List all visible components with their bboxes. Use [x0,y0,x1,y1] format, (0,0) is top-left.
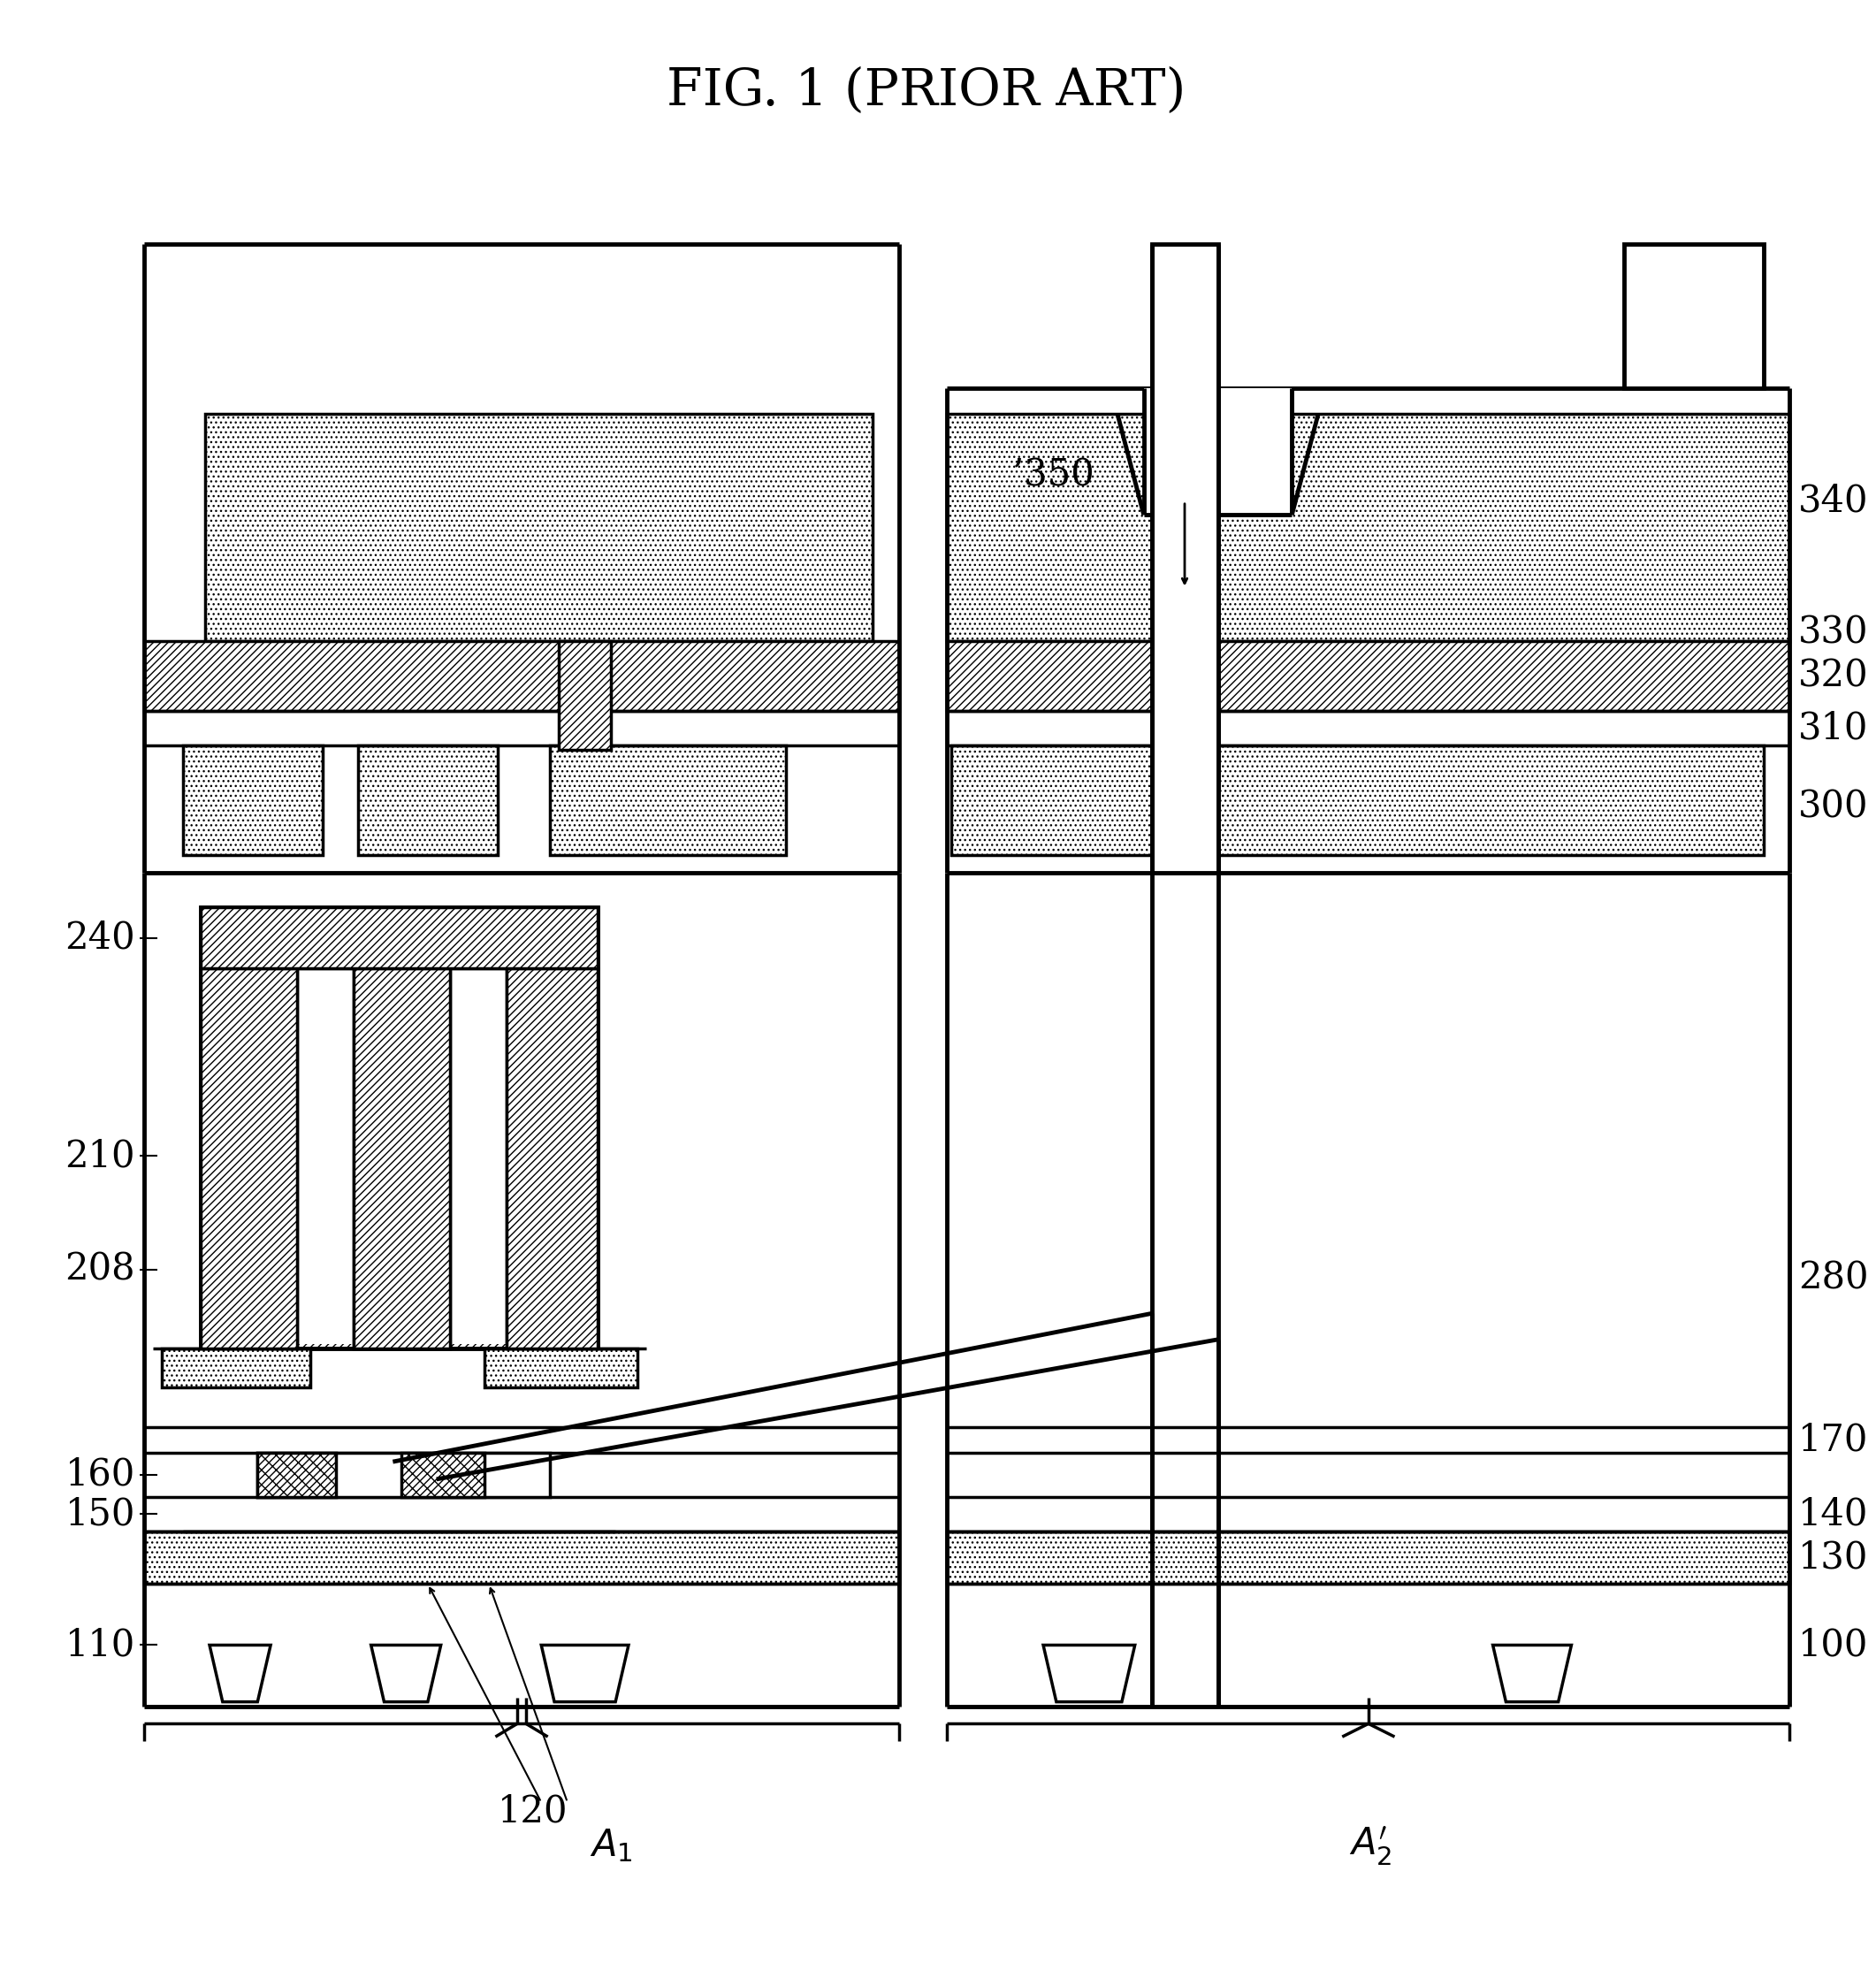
Text: 130: 130 [1799,1539,1868,1576]
Bar [358,746,497,856]
Text: $A_2'$: $A_2'$ [1349,1824,1392,1867]
Bar [184,746,323,856]
Text: $A_1$: $A_1$ [589,1828,632,1865]
Bar [201,907,598,1349]
Bar [257,1453,550,1496]
Polygon shape [210,1645,270,1702]
Bar [947,1531,1790,1584]
Text: 100: 100 [1799,1627,1868,1665]
Polygon shape [542,1645,628,1702]
Bar [353,968,450,1349]
Bar [208,911,591,1345]
Polygon shape [1493,1645,1572,1702]
Text: 150: 150 [66,1496,135,1533]
Text: 320: 320 [1799,658,1868,695]
Polygon shape [371,1645,441,1702]
Bar [144,642,899,711]
Text: 340: 340 [1799,483,1868,520]
Text: 280: 280 [1799,1260,1868,1298]
Text: 208: 208 [66,1250,135,1288]
Bar [201,968,296,1349]
Text: 310: 310 [1799,711,1868,746]
Bar [353,968,450,1349]
Text: 170: 170 [1799,1421,1868,1459]
Bar [161,1349,310,1388]
Bar [1625,243,1763,389]
Bar [951,746,1763,856]
Text: 160: 160 [66,1457,135,1494]
Bar [550,746,786,856]
Text: 140: 140 [1799,1496,1868,1533]
Bar [947,642,1790,711]
Text: 300: 300 [1799,789,1868,824]
Bar [144,1531,899,1584]
Text: 110: 110 [66,1627,135,1665]
Text: FIG. 1 (PRIOR ART): FIG. 1 (PRIOR ART) [666,67,1186,116]
Bar [201,968,296,1349]
Bar [507,968,598,1349]
Text: 240: 240 [66,919,135,956]
Bar [257,1453,336,1496]
Bar [507,968,598,1349]
Bar [484,1349,638,1388]
Bar [204,414,872,642]
Text: 330: 330 [1799,614,1868,652]
Polygon shape [1043,1645,1135,1702]
Bar [401,1453,484,1496]
Bar [201,907,598,968]
Bar [201,907,598,968]
Text: 210: 210 [66,1139,135,1174]
Text: ’350: ’350 [1013,457,1096,493]
Bar [947,414,1790,642]
Bar [1152,243,1218,872]
Text: 120: 120 [497,1792,568,1830]
Bar [1144,389,1293,514]
Bar [559,642,612,750]
